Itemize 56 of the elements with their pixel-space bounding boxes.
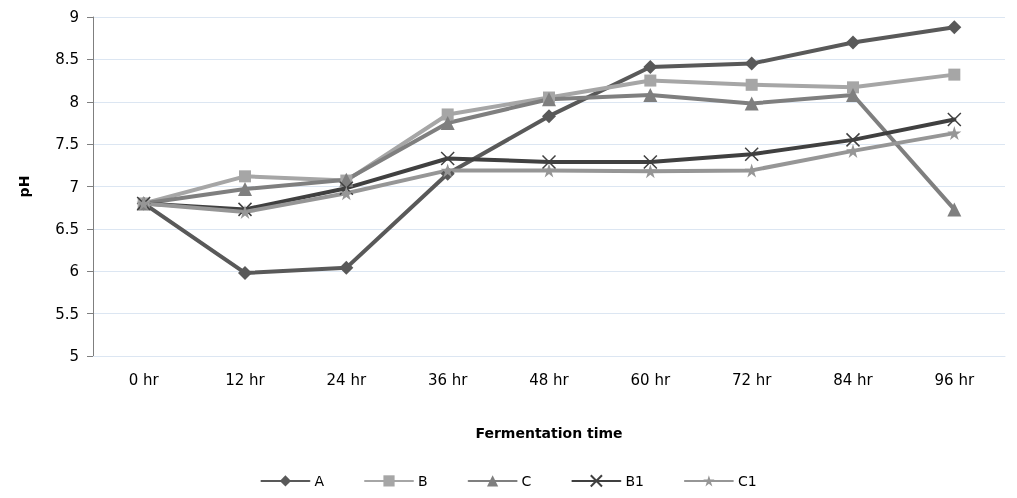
point bbox=[238, 265, 252, 280]
point bbox=[541, 154, 557, 170]
point bbox=[745, 78, 758, 91]
y-tick-label: 9 bbox=[69, 8, 79, 26]
legend-label: B1 bbox=[625, 472, 644, 489]
point bbox=[339, 180, 354, 196]
point bbox=[947, 202, 962, 217]
y-axis-title: pH bbox=[16, 175, 32, 198]
point bbox=[239, 170, 251, 183]
x-tick-label: 24 hr bbox=[326, 370, 367, 389]
x-axis-title: Fermentation time bbox=[475, 425, 623, 441]
point bbox=[948, 68, 961, 81]
x-tick-label: 12 hr bbox=[225, 370, 266, 389]
point bbox=[440, 115, 455, 130]
point bbox=[846, 35, 860, 50]
y-tick-label: 6 bbox=[69, 262, 79, 281]
x-tick-label: 0 hr bbox=[128, 370, 160, 389]
point bbox=[542, 109, 556, 124]
point bbox=[744, 96, 759, 111]
point bbox=[643, 164, 658, 179]
legend-label: C1 bbox=[737, 472, 757, 489]
x-tick-label: 48 hr bbox=[529, 370, 570, 389]
point bbox=[339, 186, 354, 201]
legend-label: B bbox=[418, 472, 428, 489]
x-tick-label: 84 hr bbox=[833, 370, 874, 389]
point bbox=[643, 87, 658, 102]
point bbox=[644, 74, 657, 87]
y-tick-label: 5.5 bbox=[55, 304, 79, 323]
point bbox=[744, 56, 759, 71]
x-tick-label: 72 hr bbox=[731, 370, 773, 389]
point bbox=[947, 126, 962, 141]
x-tick-label: 96 hr bbox=[934, 370, 975, 389]
point bbox=[542, 163, 556, 178]
point bbox=[643, 60, 658, 74]
point bbox=[947, 20, 962, 35]
legend-label: A bbox=[314, 472, 325, 489]
point bbox=[441, 108, 454, 121]
y-tick-label: 7 bbox=[69, 177, 79, 196]
y-tick-label: 8.5 bbox=[55, 50, 79, 69]
y-tick-label: 8 bbox=[69, 92, 79, 111]
point bbox=[845, 132, 861, 148]
point bbox=[339, 260, 354, 275]
point bbox=[846, 143, 860, 158]
point bbox=[744, 147, 759, 162]
point bbox=[847, 81, 859, 94]
point bbox=[440, 151, 455, 166]
y-tick-label: 5 bbox=[69, 347, 79, 365]
x-tick-label: 60 hr bbox=[630, 370, 671, 389]
legend-label: C bbox=[521, 472, 532, 489]
point bbox=[947, 112, 962, 127]
y-tick-label: 6.5 bbox=[55, 219, 79, 238]
x-tick-label: 36 hr bbox=[427, 370, 469, 389]
point bbox=[846, 87, 860, 102]
point bbox=[643, 154, 658, 170]
y-tick-label: 7.5 bbox=[55, 135, 79, 154]
point bbox=[238, 182, 252, 197]
